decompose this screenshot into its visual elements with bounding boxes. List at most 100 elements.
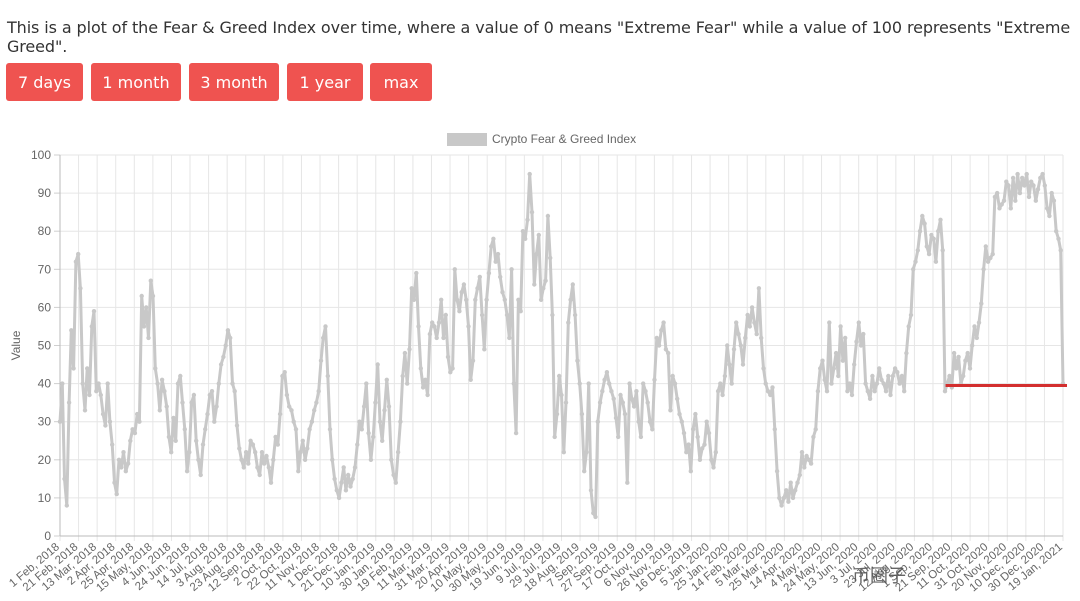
data-point [843, 335, 848, 341]
y-tick-label: 10 [38, 491, 52, 505]
data-point [729, 381, 734, 386]
data-point [863, 381, 868, 386]
data-point [602, 377, 607, 382]
data-point [668, 408, 673, 413]
data-point [513, 430, 519, 436]
data-point [150, 293, 156, 299]
data-point [137, 419, 142, 424]
data-point [411, 297, 417, 302]
data-point [1038, 175, 1043, 181]
data-point [239, 457, 244, 462]
data-point [266, 465, 271, 470]
legend-label: Crypto Fear & Greed Index [492, 132, 636, 146]
data-point [629, 396, 634, 401]
data-point [824, 389, 830, 394]
data-point [754, 331, 759, 337]
data-point [566, 320, 571, 325]
data-point [130, 427, 135, 432]
data-point [997, 206, 1002, 211]
data-point [829, 381, 834, 386]
data-point [1006, 183, 1011, 188]
range-1-year-button[interactable]: 1 year [287, 63, 363, 101]
data-point [525, 217, 530, 222]
range-3-month-button[interactable]: 3 month [189, 63, 279, 101]
data-point [282, 370, 287, 375]
data-point [1017, 190, 1023, 196]
data-point [91, 309, 97, 314]
data-point [105, 381, 110, 386]
data-point [781, 495, 787, 501]
data-point [552, 434, 557, 440]
data-point [679, 419, 684, 424]
data-point [677, 411, 682, 417]
range-7-days-button[interactable]: 7 days [6, 63, 83, 101]
data-point [221, 354, 226, 360]
range-max-button[interactable]: max [370, 63, 432, 101]
data-point [364, 381, 369, 386]
data-point [675, 396, 680, 401]
data-point [479, 312, 485, 318]
data-point [722, 373, 728, 379]
data-point [749, 305, 755, 310]
data-point [468, 377, 473, 382]
data-point [915, 248, 920, 253]
data-point [641, 381, 646, 386]
data-point [216, 381, 221, 386]
data-point [906, 324, 911, 329]
data-point [972, 324, 977, 329]
data-point [990, 251, 995, 257]
data-point [78, 286, 83, 291]
data-point [361, 404, 367, 409]
data-point [563, 400, 569, 405]
data-point [686, 442, 691, 447]
data-point [1020, 175, 1025, 181]
data-point [502, 297, 507, 302]
data-point [970, 343, 975, 348]
data-point [1044, 206, 1050, 211]
data-point [336, 495, 342, 501]
data-point [992, 194, 998, 200]
data-point [983, 244, 988, 249]
data-point [1049, 190, 1054, 196]
data-point [323, 324, 328, 329]
data-point [661, 320, 666, 325]
range-1-month-button[interactable]: 1 month [91, 63, 181, 101]
data-point [936, 229, 941, 234]
data-point [425, 392, 430, 398]
data-point [305, 446, 310, 451]
data-point [854, 339, 859, 344]
data-point [173, 438, 178, 443]
data-point [486, 270, 492, 276]
data-point [963, 358, 968, 363]
data-point [867, 396, 873, 401]
data-point [947, 373, 952, 379]
data-point [920, 213, 925, 219]
data-point [509, 267, 514, 272]
data-point [715, 389, 721, 394]
data-point [532, 282, 537, 287]
data-point [557, 373, 562, 379]
data-point [588, 488, 594, 493]
data-point [69, 328, 74, 333]
data-point [595, 419, 600, 424]
data-point [940, 248, 945, 253]
chart-description: This is a plot of the Fear & Greed Index… [7, 18, 1071, 56]
data-point [366, 430, 371, 436]
data-point [243, 450, 249, 455]
data-point [87, 392, 92, 398]
y-tick-label: 20 [38, 453, 52, 467]
data-point [804, 453, 809, 459]
data-point [561, 450, 566, 455]
data-point [704, 419, 709, 424]
data-point [464, 297, 469, 302]
data-point [652, 377, 657, 382]
data-point [148, 278, 153, 283]
data-point [164, 404, 169, 409]
data-point [745, 312, 750, 318]
data-point [874, 381, 880, 386]
data-point [849, 392, 855, 398]
data-point [813, 427, 818, 432]
data-point [600, 389, 605, 394]
data-point [913, 259, 918, 264]
data-point [103, 423, 108, 428]
